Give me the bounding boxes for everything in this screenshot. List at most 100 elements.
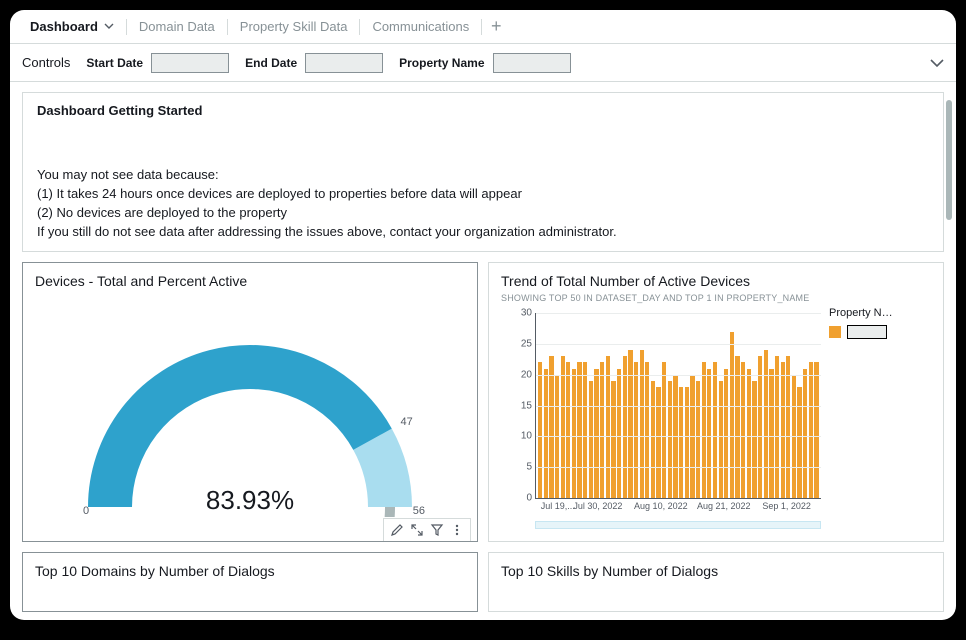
property-name-input[interactable] bbox=[493, 53, 571, 73]
tab-communications[interactable]: Communications bbox=[360, 10, 481, 43]
bar bbox=[662, 362, 666, 498]
bar bbox=[730, 332, 734, 499]
bar bbox=[606, 356, 610, 498]
gauge-total-label: 56 bbox=[413, 505, 425, 517]
tab-label: Dashboard bbox=[30, 19, 98, 34]
gauge-percent-label: 83.93% bbox=[35, 485, 465, 516]
bar bbox=[769, 369, 773, 499]
bars-area: 051015202530 bbox=[535, 313, 821, 499]
panel-trend-devices[interactable]: Trend of Total Number of Active Devices … bbox=[488, 262, 944, 542]
start-date-input[interactable] bbox=[151, 53, 229, 73]
plus-icon: + bbox=[491, 16, 502, 37]
property-name-label: Property Name bbox=[399, 56, 484, 70]
legend-swatch bbox=[829, 326, 841, 338]
bar bbox=[741, 362, 745, 498]
filter-icon[interactable] bbox=[430, 523, 444, 537]
scrollbar[interactable] bbox=[946, 100, 952, 220]
controls-label: Controls bbox=[22, 55, 70, 70]
bar bbox=[702, 362, 706, 498]
bar bbox=[797, 387, 801, 498]
x-tick: Jul 30, 2022 bbox=[573, 501, 622, 511]
gauge-start-label: 0 bbox=[83, 505, 89, 517]
end-date-label: End Date bbox=[245, 56, 297, 70]
bar bbox=[758, 356, 762, 498]
tab-label: Communications bbox=[372, 19, 469, 34]
bar bbox=[645, 362, 649, 498]
panel-devices-gauge[interactable]: Devices - Total and Percent Active 83.93… bbox=[22, 262, 478, 542]
bar bbox=[634, 362, 638, 498]
bar bbox=[747, 369, 751, 499]
timeline-scrubber[interactable] bbox=[535, 521, 821, 529]
bar bbox=[685, 387, 689, 498]
x-tick: Aug 21, 2022 bbox=[697, 501, 751, 511]
y-tick: 0 bbox=[512, 493, 532, 504]
start-date-label: Start Date bbox=[86, 56, 143, 70]
bar bbox=[775, 356, 779, 498]
pencil-icon[interactable] bbox=[390, 523, 404, 537]
bar bbox=[814, 362, 818, 498]
tab-domain-data[interactable]: Domain Data bbox=[127, 10, 227, 43]
tab-label: Property Skill Data bbox=[240, 19, 348, 34]
bar bbox=[656, 387, 660, 498]
x-tick: Sep 1, 2022 bbox=[762, 501, 811, 511]
bar bbox=[561, 356, 565, 498]
bar bbox=[577, 362, 581, 498]
control-start-date: Start Date bbox=[86, 53, 229, 73]
y-tick: 30 bbox=[512, 308, 532, 319]
y-tick: 15 bbox=[512, 400, 532, 411]
bar bbox=[611, 381, 615, 498]
bar bbox=[803, 369, 807, 499]
bar bbox=[786, 356, 790, 498]
bar bbox=[583, 362, 587, 498]
bar bbox=[640, 350, 644, 498]
y-tick: 10 bbox=[512, 431, 532, 442]
x-axis-ticks: Jul 19,...Jul 30, 2022Aug 10, 2022Aug 21… bbox=[535, 501, 821, 519]
intro-body: You may not see data because: (1) It tak… bbox=[37, 166, 929, 241]
bar bbox=[617, 369, 621, 499]
dashboard-body: Dashboard Getting Started You may not se… bbox=[10, 82, 956, 620]
bar bbox=[668, 381, 672, 498]
bar bbox=[566, 362, 570, 498]
row-charts: Devices - Total and Percent Active 83.93… bbox=[22, 262, 944, 542]
bar bbox=[724, 369, 728, 499]
trend-bar-chart: 051015202530 Jul 19,...Jul 30, 2022Aug 1… bbox=[501, 303, 931, 533]
panel-top-domains[interactable]: Top 10 Domains by Number of Dialogs bbox=[22, 552, 478, 612]
gauge-title: Devices - Total and Percent Active bbox=[35, 273, 465, 289]
intro-title: Dashboard Getting Started bbox=[37, 103, 929, 118]
tab-dashboard[interactable]: Dashboard bbox=[18, 10, 126, 43]
gauge-chart: 83.93% 0 56 47 bbox=[35, 307, 465, 537]
tab-property-skill-data[interactable]: Property Skill Data bbox=[228, 10, 360, 43]
bar bbox=[752, 381, 756, 498]
control-end-date: End Date bbox=[245, 53, 383, 73]
bar bbox=[549, 356, 553, 498]
panel-toolbar bbox=[383, 518, 471, 542]
legend-item bbox=[829, 325, 925, 339]
bar bbox=[538, 362, 542, 498]
legend-title: Property N… bbox=[829, 307, 925, 319]
bar bbox=[764, 350, 768, 498]
more-icon[interactable] bbox=[450, 523, 464, 537]
bar bbox=[809, 362, 813, 498]
bar bbox=[572, 369, 576, 499]
y-tick: 25 bbox=[512, 338, 532, 349]
bar bbox=[781, 362, 785, 498]
bar bbox=[594, 369, 598, 499]
trend-subtitle: SHOWING TOP 50 IN DATASET_DAY AND TOP 1 … bbox=[501, 293, 931, 303]
panel-top-skills[interactable]: Top 10 Skills by Number of Dialogs bbox=[488, 552, 944, 612]
bar bbox=[735, 356, 739, 498]
controls-bar: Controls Start Date End Date Property Na… bbox=[10, 44, 956, 82]
end-date-input[interactable] bbox=[305, 53, 383, 73]
tab-label: Domain Data bbox=[139, 19, 215, 34]
dashboard-app: Dashboard Domain Data Property Skill Dat… bbox=[10, 10, 956, 620]
top-domains-title: Top 10 Domains by Number of Dialogs bbox=[35, 563, 465, 579]
bar bbox=[544, 369, 548, 499]
control-property-name: Property Name bbox=[399, 53, 570, 73]
expand-controls-icon[interactable] bbox=[928, 54, 946, 72]
chevron-down-icon bbox=[104, 19, 114, 34]
bar bbox=[696, 381, 700, 498]
x-tick: Jul 19,... bbox=[541, 501, 575, 511]
expand-icon[interactable] bbox=[410, 523, 424, 537]
add-tab-button[interactable]: + bbox=[482, 16, 510, 37]
trend-title: Trend of Total Number of Active Devices bbox=[501, 273, 931, 289]
bar bbox=[651, 381, 655, 498]
